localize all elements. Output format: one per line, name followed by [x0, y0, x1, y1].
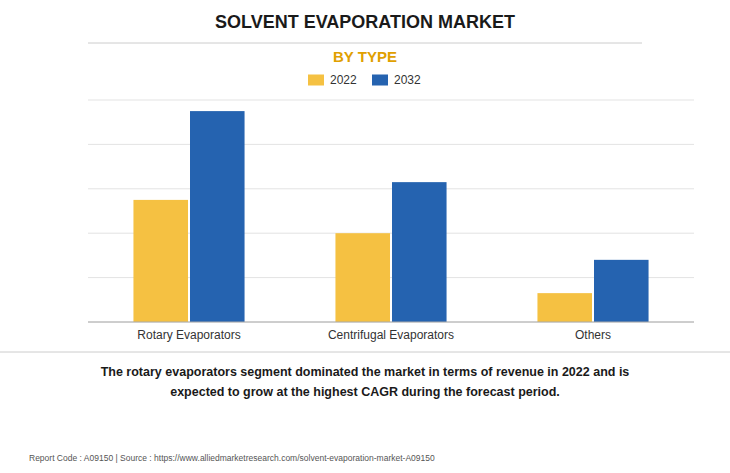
title-separator — [88, 43, 642, 44]
annotation-line: expected to grow at the highest CAGR dur… — [170, 385, 560, 399]
bars — [133, 111, 648, 322]
title: SOLVENT EVAPORATION MARKET — [215, 12, 515, 32]
legend-swatch — [372, 75, 388, 86]
legend-label: 2022 — [330, 73, 357, 87]
x-tick-label: Others — [575, 328, 611, 342]
legend: 2022 2032 — [308, 73, 421, 87]
annotation-line: The rotary evaporators segment dominated… — [101, 365, 630, 379]
background — [0, 0, 730, 473]
annotation-separator — [0, 352, 730, 353]
x-tick-label: Centrifugal Evaporators — [328, 328, 454, 342]
bar — [594, 260, 649, 322]
legend-swatch — [308, 75, 324, 86]
bar — [133, 200, 188, 322]
grid-line — [88, 144, 694, 145]
x-tick-label: Rotary Evaporators — [137, 328, 240, 342]
grid-line — [88, 188, 694, 189]
bar — [190, 111, 245, 322]
chart-svg: SOLVENT EVAPORATION MARKET BY TYPE Rotary … — [0, 0, 730, 473]
footer: Report Code : A09150 | Source : https://… — [29, 453, 435, 463]
x-axis-line — [88, 322, 694, 323]
grid-line — [88, 322, 694, 323]
bar — [392, 182, 447, 322]
legend-label: 2032 — [394, 73, 421, 87]
chart-container: SOLVENT EVAPORATION MARKET BY TYPE Rotary … — [0, 0, 730, 473]
bar — [537, 293, 592, 322]
annotation: The rotary evaporators segment dominated… — [101, 365, 630, 399]
grid-line — [88, 100, 694, 101]
grid — [88, 100, 694, 322]
subtitle: BY TYPE — [333, 48, 397, 65]
bar — [335, 233, 390, 322]
